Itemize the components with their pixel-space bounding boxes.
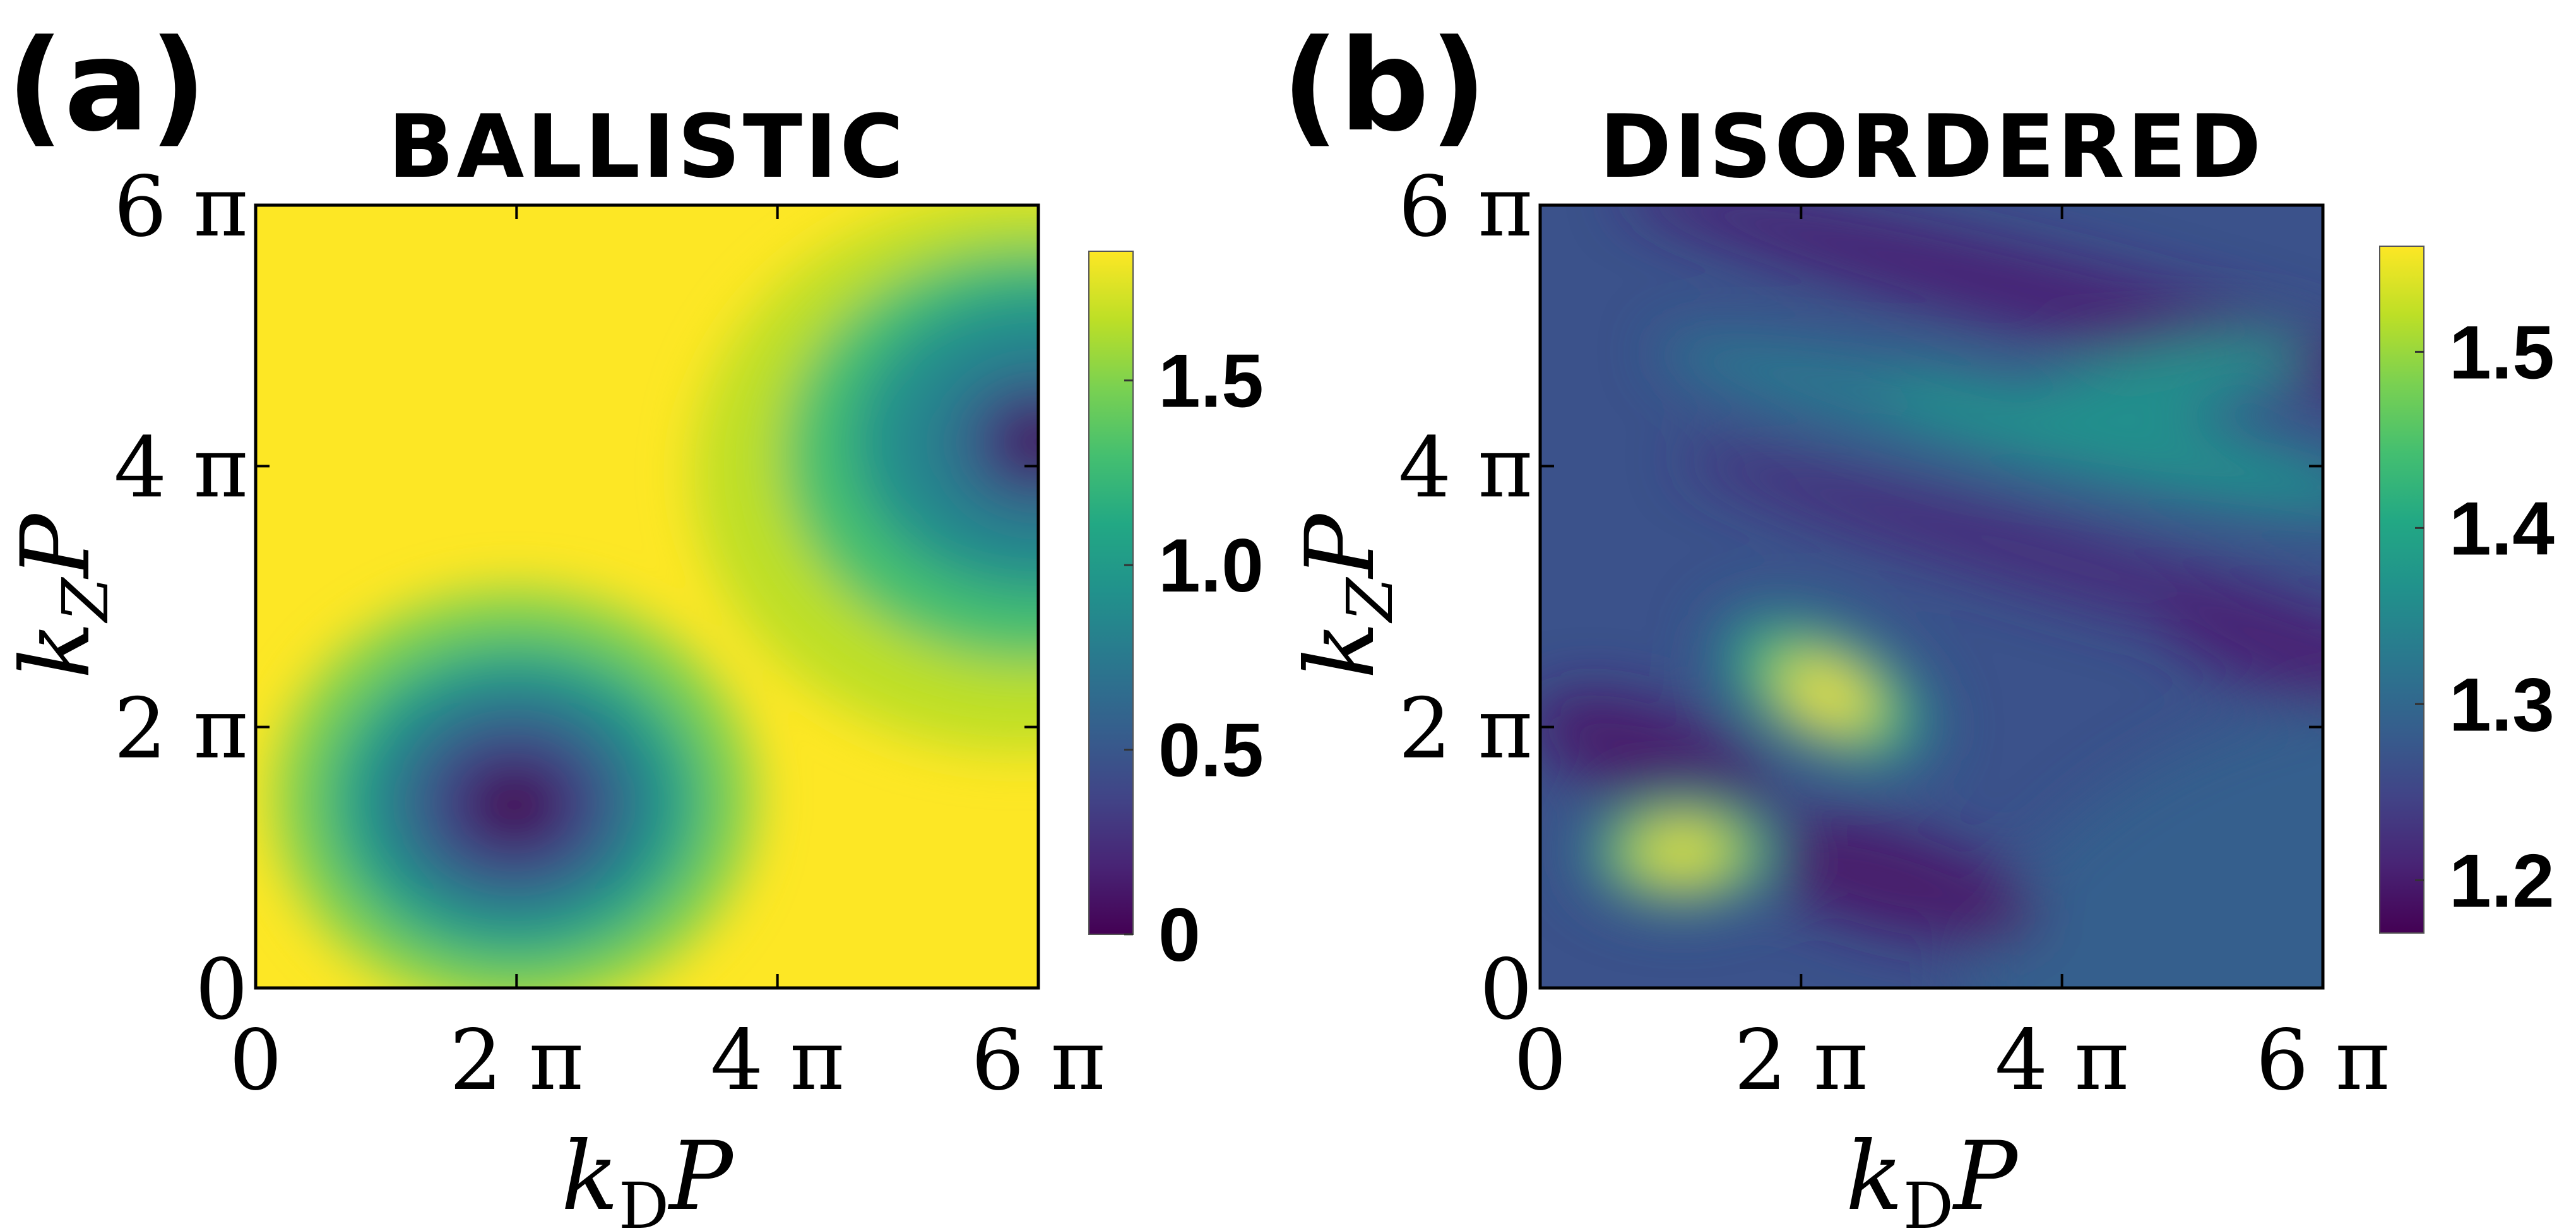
heatmap-b	[1540, 205, 2323, 988]
ticks-b: 0 2 π 4 π 6 π 0 2 π 4 π 6 π	[1398, 158, 2390, 1109]
y-tick-label: 2 π	[114, 681, 248, 778]
colorbar-ticks-a: 0 0.5 1.0 1.5	[1124, 339, 1264, 977]
y-tick-label: 6 π	[1398, 158, 1533, 256]
x-tick-label: 2 π	[449, 1012, 584, 1109]
panel-label-a: (a)	[6, 13, 207, 160]
ylabel-a: kZP	[1, 512, 122, 679]
x-tick-label: 6 π	[2256, 1012, 2390, 1109]
y-tick-label: 6 π	[114, 158, 248, 256]
xlabel-b: kDP	[1846, 1122, 2019, 1231]
colorbar-a	[1088, 251, 1134, 935]
colorbar-ticks-b: 1.2 1.3 1.4 1.5	[2415, 310, 2555, 923]
colorbar-tick-label: 1.5	[1158, 339, 1264, 424]
x-tick-label: 4 π	[710, 1012, 845, 1109]
heatmap-b-field	[1540, 205, 2323, 988]
heatmap-a	[256, 205, 1038, 988]
y-tick-label: 0	[195, 941, 248, 1038]
ticks-a: 0 2 π 4 π 6 π 0 2 π 4 π 6 π	[114, 158, 1105, 1109]
x-tick-label: 6 π	[971, 1012, 1106, 1109]
y-tick-label: 4 π	[114, 419, 248, 516]
x-tick-label: 0	[1514, 1012, 1567, 1109]
colorbar-tick-label: 1.2	[2449, 838, 2555, 923]
heatmap-a-field	[275, 205, 1038, 988]
y-tick-label: 4 π	[1398, 419, 1533, 516]
title-a: BALLISTIC	[388, 96, 906, 198]
panel-label-b: (b)	[1281, 13, 1487, 160]
x-tick-label: 0	[229, 1012, 282, 1109]
xlabel-a: kDP	[561, 1122, 735, 1231]
y-tick-label: 2 π	[1398, 681, 1533, 778]
plot-frame-b	[1538, 203, 2325, 990]
y-tick-label: 0	[1480, 941, 1533, 1038]
plot-frame-a	[254, 203, 1040, 990]
panel-b: (b) DISORDERED	[1281, 13, 2555, 1231]
x-tick-label: 4 π	[1995, 1012, 2129, 1109]
ylabel-b: kZP	[1286, 512, 1407, 679]
colorbar-tick-label: 1.4	[2449, 486, 2555, 571]
x-tick-label: 2 π	[1734, 1012, 1868, 1109]
colorbar-tick-label: 1.0	[1158, 523, 1264, 608]
colorbar-b	[2379, 246, 2425, 934]
colorbar-tick-label: 0	[1158, 893, 1201, 977]
colorbar-tick-label: 0.5	[1158, 708, 1264, 793]
title-b: DISORDERED	[1600, 96, 2264, 198]
colorbar-tick-label: 1.5	[2449, 310, 2555, 395]
colorbar-tick-label: 1.3	[2449, 662, 2555, 747]
